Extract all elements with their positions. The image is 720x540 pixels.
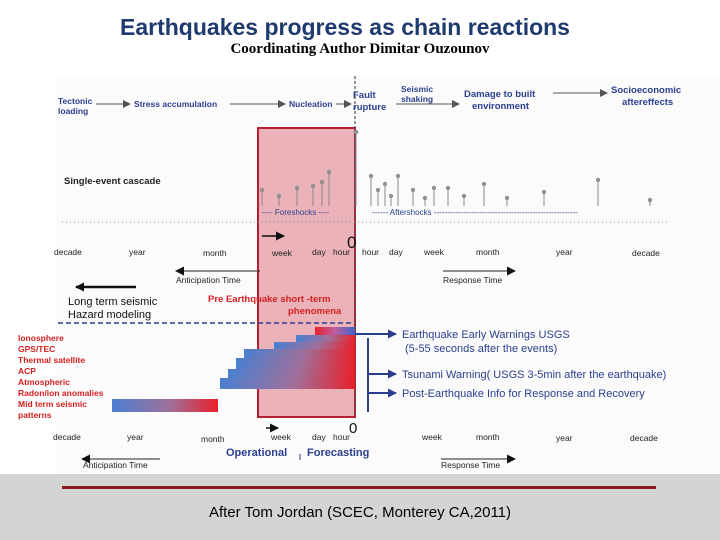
post-eq-info-label: Post-Earthquake Info for Response and Re… (402, 388, 645, 400)
svg-text:GPS/TEC: GPS/TEC (18, 344, 55, 354)
tick-day: day (312, 247, 326, 257)
tick-hour-r: hour (362, 247, 379, 257)
tsunami-warning-label: Tsunami Warning( USGS 3-5min after the e… (402, 369, 666, 381)
svg-text:decade: decade (53, 432, 81, 442)
single-event-cascade-label: Single-event cascade (64, 176, 161, 187)
footer-band (0, 474, 720, 540)
precursor-bars (112, 327, 355, 412)
zero-top: 0 (347, 233, 356, 252)
svg-text:week: week (421, 432, 443, 442)
diagram-panel (56, 76, 720, 474)
outcome-arrows (355, 329, 397, 412)
timescale-top: decade year month week day hour hour day… (54, 247, 660, 258)
svg-text:day: day (312, 432, 326, 442)
tick-month: month (203, 248, 227, 258)
long-term-label: Long term seismic Hazard modeling (68, 296, 160, 321)
fault-rupture-label: Fault rupture (353, 90, 386, 113)
svg-text:Thermal satellite: Thermal satellite (18, 355, 85, 365)
seismic-shaking-label: Seismic shaking (401, 84, 436, 104)
forecasting-label: Forecasting (307, 447, 369, 459)
damage-label: Damage to built environment (464, 89, 538, 112)
foreshocks-label: ---- Foreshocks ---- (262, 208, 329, 217)
tick-year: year (129, 247, 146, 257)
early-warning-label: Earthquake Early Warnings USGS (5-55 sec… (402, 329, 573, 355)
tick-year-r: year (556, 247, 573, 257)
operational-label: Operational (226, 447, 287, 459)
precursor-list: Ionosphere GPS/TEC Thermal satellite ACP… (18, 333, 104, 420)
svg-text:Ionosphere: Ionosphere (18, 333, 64, 343)
tick-decade: decade (54, 247, 82, 257)
tick-week-r: week (423, 247, 445, 257)
zero-bottom: 0 (349, 420, 357, 437)
tick-day-r: day (389, 247, 403, 257)
tick-week: week (271, 248, 293, 258)
aftershocks-label: ------ Aftershocks ---------------------… (372, 208, 578, 217)
svg-text:week: week (270, 432, 292, 442)
outcomes: Earthquake Early Warnings USGS (5-55 sec… (402, 329, 666, 400)
svg-text:month: month (201, 434, 225, 444)
pre-eq-label: Pre Earthquake short -term phenomena (208, 294, 342, 317)
response-time-bottom: Response Time (441, 460, 500, 470)
svg-text:Atmospheric: Atmospheric (18, 377, 70, 387)
footer-divider (62, 486, 656, 489)
svg-text:decade: decade (630, 433, 658, 443)
event-stems (259, 129, 653, 206)
page-title: Earthquakes progress as chain reactions (120, 14, 570, 40)
chain-row: Tectonic loading Stress accumulation Nuc… (58, 84, 684, 116)
socioeconomic-label: Socioeconomic aftereffects (611, 85, 684, 108)
svg-text:Radon/ion anomalies: Radon/ion anomalies (18, 388, 104, 398)
svg-text:ACP: ACP (18, 366, 36, 376)
anticipation-time-bottom: Anticipation Time (83, 460, 148, 470)
tick-month-r: month (476, 247, 500, 257)
tectonic-loading-label: Tectonic loading (58, 96, 95, 116)
svg-text:hour: hour (333, 432, 350, 442)
svg-text:month: month (476, 432, 500, 442)
anticipation-time-top: Anticipation Time (176, 275, 241, 285)
timescale-bottom: decade year month week day hour week mon… (53, 432, 658, 444)
chain-reaction-diagram: Tectonic loading Stress accumulation Nuc… (18, 76, 720, 474)
response-time-top: Response Time (443, 275, 502, 285)
tick-hour: hour (333, 247, 350, 257)
svg-text:year: year (127, 432, 144, 442)
stress-accumulation-label: Stress accumulation (134, 99, 217, 109)
svg-text:year: year (556, 433, 573, 443)
page-subtitle: Coordinating Author Dimitar Ouzounov (230, 41, 490, 57)
svg-text:patterns: patterns (18, 410, 52, 420)
tick-decade-r: decade (632, 248, 660, 258)
svg-text:Mid term seismic: Mid term seismic (18, 399, 87, 409)
credit-text: After Tom Jordan (SCEC, Monterey CA,2011… (208, 504, 512, 521)
nucleation-label: Nucleation (289, 99, 332, 109)
